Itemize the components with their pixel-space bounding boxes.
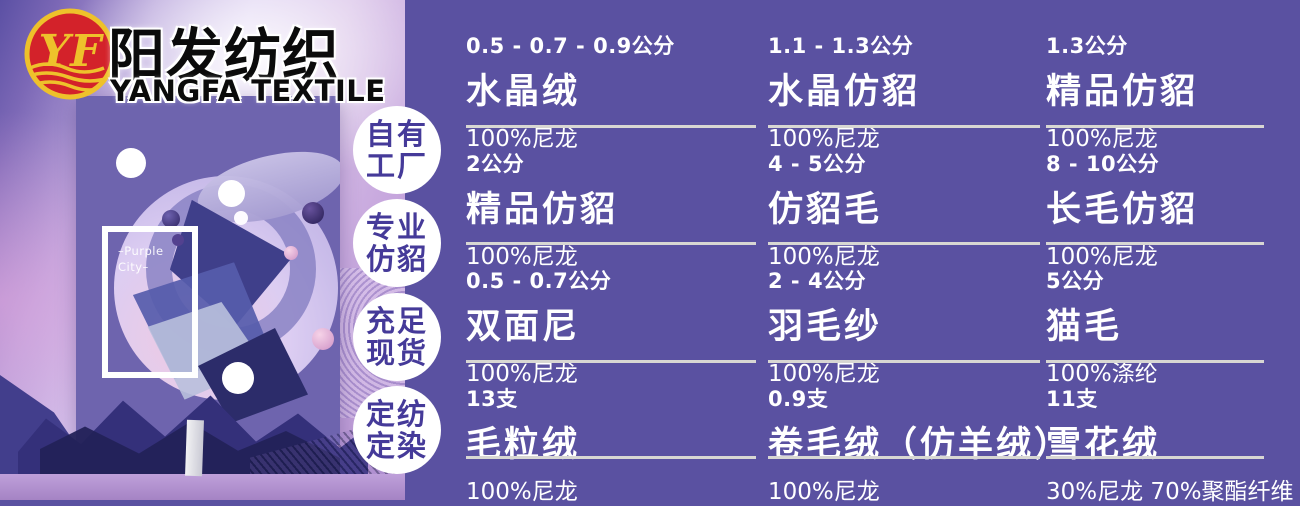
product-cell: 8 - 10公分 长毛仿貂 100%尼龙 bbox=[1046, 140, 1278, 270]
decor-sphere bbox=[284, 246, 298, 260]
feature-badge-professional-faux-mink: 专业 仿貂 bbox=[353, 199, 441, 287]
badge-text: 自有 bbox=[365, 116, 428, 151]
feature-badge-ample-stock: 充足 现货 bbox=[353, 293, 441, 381]
product-spec: 5公分 bbox=[1046, 269, 1105, 293]
product-material: 100%尼龙 bbox=[466, 126, 578, 152]
feature-badge-own-factory: 自有 工厂 bbox=[353, 106, 441, 194]
decor-easel-leg bbox=[185, 419, 204, 477]
badge-text: 现货 bbox=[365, 336, 428, 370]
product-spec: 4 - 5公分 bbox=[768, 151, 867, 176]
product-spec: 0.9支 bbox=[768, 386, 829, 411]
poster-photo-scene: –Purple City– bbox=[0, 0, 405, 500]
poster-frame-outline bbox=[102, 226, 198, 378]
product-name: 水晶仿貂 bbox=[768, 72, 921, 112]
product-name: 猫毛 bbox=[1046, 307, 1123, 347]
product-material: 100%尼龙 bbox=[466, 478, 578, 505]
product-material: 100%尼龙 bbox=[1046, 126, 1158, 152]
product-cell: 0.5 - 0.7公分 双面尼 100%尼龙 bbox=[466, 257, 768, 387]
brand-header: YF 阳发纺织 YANGFA TEXTILE bbox=[0, 0, 420, 115]
decor-sphere bbox=[116, 148, 146, 178]
product-name: 羽毛纱 bbox=[768, 307, 883, 347]
row-divider bbox=[1046, 456, 1264, 459]
product-name: 水晶绒 bbox=[466, 72, 581, 112]
poster-caption-line2: City– bbox=[118, 259, 149, 274]
decor-sphere bbox=[234, 211, 248, 225]
product-spec: 8 - 10公分 bbox=[1046, 151, 1160, 176]
product-cell: 11支 雪花绒 30%尼龙 70%聚酯纤维 bbox=[1046, 375, 1294, 505]
decor-sphere bbox=[302, 202, 324, 224]
decor-sphere bbox=[222, 362, 254, 394]
badge-text: 定染 bbox=[365, 429, 428, 463]
product-grid: 0.5 - 0.7 - 0.9公分 水晶绒 100%尼龙 1.1 - 1.3公分… bbox=[466, 22, 1294, 505]
product-name: 精品仿貂 bbox=[1046, 72, 1199, 112]
product-spec: 0.5 - 0.7公分 bbox=[466, 269, 612, 293]
row-divider bbox=[768, 456, 1040, 459]
poster-caption: –Purple City– bbox=[118, 244, 164, 275]
product-cell: 1.1 - 1.3公分 水晶仿貂 100%尼龙 bbox=[768, 22, 1046, 152]
product-cell: 2公分 精品仿貂 100%尼龙 bbox=[466, 140, 768, 270]
product-material: 100%尼龙 bbox=[1046, 243, 1158, 270]
product-cell: 13支 毛粒绒 100%尼龙 bbox=[466, 375, 768, 505]
row-divider bbox=[466, 242, 756, 245]
product-spec: 2 - 4公分 bbox=[768, 269, 867, 293]
product-name: 双面尼 bbox=[466, 307, 581, 347]
poster-caption-line1: –Purple bbox=[118, 244, 164, 258]
decor-sphere bbox=[172, 234, 184, 246]
product-spec: 1.1 - 1.3公分 bbox=[768, 34, 914, 58]
product-spec: 2公分 bbox=[466, 151, 525, 176]
product-spec: 1.3公分 bbox=[1046, 34, 1128, 58]
brand-name-en: YANGFA TEXTILE bbox=[110, 74, 386, 108]
row-divider bbox=[466, 124, 756, 128]
badge-text: 充足 bbox=[365, 303, 428, 338]
product-material: 100%尼龙 bbox=[768, 243, 880, 270]
product-material: 100%尼龙 bbox=[768, 361, 880, 387]
product-cell: 5公分 猫毛 100%涤纶 bbox=[1046, 257, 1278, 387]
product-material: 30%尼龙 70%聚酯纤维 bbox=[1046, 478, 1294, 505]
feature-badge-custom-spin-dye: 定纺 定染 bbox=[353, 386, 441, 474]
product-material: 100%尼龙 bbox=[768, 478, 880, 505]
brand-logo-icon: YF bbox=[24, 8, 116, 100]
row-divider bbox=[768, 359, 1040, 363]
product-material: 100%涤纶 bbox=[1046, 361, 1158, 387]
row-divider bbox=[466, 456, 756, 459]
product-name: 仿貂毛 bbox=[768, 189, 883, 230]
row-divider bbox=[1046, 359, 1264, 363]
decor-sphere bbox=[162, 210, 180, 228]
product-cell: 2 - 4公分 羽毛纱 100%尼龙 bbox=[768, 257, 1046, 387]
badge-text: 专业 bbox=[365, 209, 428, 244]
decor-sphere bbox=[218, 180, 245, 207]
product-material: 100%尼龙 bbox=[466, 361, 578, 387]
brand-logo-initials: YF bbox=[39, 26, 104, 77]
badge-text: 仿貂 bbox=[365, 242, 428, 276]
product-spec: 11支 bbox=[1046, 386, 1098, 411]
product-cell: 4 - 5公分 仿貂毛 100%尼龙 bbox=[768, 140, 1046, 270]
product-cell: 1.3公分 精品仿貂 100%尼龙 bbox=[1046, 22, 1278, 152]
badge-text: 定纺 bbox=[365, 396, 428, 431]
row-divider bbox=[466, 359, 756, 363]
badge-text: 工厂 bbox=[365, 149, 428, 183]
brand-name-cn: 阳发纺织 bbox=[108, 23, 340, 89]
product-material: 100%尼龙 bbox=[466, 243, 578, 270]
row-divider bbox=[768, 242, 1040, 245]
product-spec: 13支 bbox=[466, 386, 518, 411]
decor-sphere bbox=[312, 328, 334, 350]
row-divider bbox=[1046, 242, 1264, 245]
product-cell: 0.5 - 0.7 - 0.9公分 水晶绒 100%尼龙 bbox=[466, 22, 768, 152]
product-cell: 0.9支 卷毛绒（仿羊绒） 100%尼龙 bbox=[768, 375, 1069, 505]
decor-floor bbox=[0, 474, 405, 500]
row-divider bbox=[1046, 124, 1264, 128]
product-name: 精品仿貂 bbox=[466, 189, 619, 230]
product-name: 长毛仿貂 bbox=[1046, 189, 1199, 230]
product-spec: 0.5 - 0.7 - 0.9公分 bbox=[466, 34, 675, 58]
purple-city-poster: –Purple City– bbox=[76, 96, 340, 445]
row-divider bbox=[768, 124, 1040, 128]
product-panel bbox=[393, 0, 1300, 500]
product-material: 100%尼龙 bbox=[768, 126, 880, 152]
